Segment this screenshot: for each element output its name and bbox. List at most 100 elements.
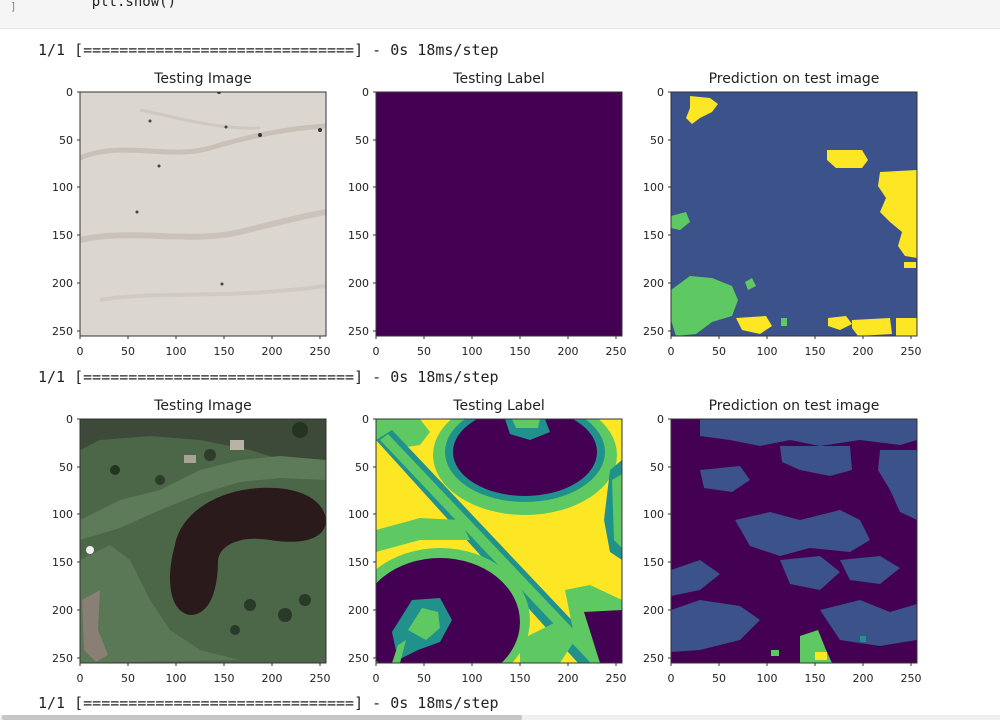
- x-tick: 150: [214, 672, 235, 685]
- x-tick: 50: [712, 345, 726, 358]
- y-tick: 0: [362, 413, 369, 426]
- axis-ticks: 0 50 100 150 200 250 0 50 100 150 200 25…: [643, 413, 922, 685]
- x-tick: 50: [121, 345, 135, 358]
- axis-ticks: 0 50 100 150 200 250 0 50 100 150 200 25…: [52, 86, 331, 358]
- panel-testing-label-1: Testing Label 0 50 100 150 200 250 0 50 …: [348, 71, 627, 358]
- prediction-image-1: [671, 92, 917, 336]
- x-tick: 100: [757, 672, 778, 685]
- y-tick: 250: [348, 325, 369, 338]
- x-tick: 100: [757, 345, 778, 358]
- y-tick: 0: [362, 86, 369, 99]
- y-tick: 50: [355, 461, 369, 474]
- x-tick: 150: [510, 345, 531, 358]
- panel-title: Testing Label: [452, 398, 544, 414]
- y-tick: 150: [643, 229, 664, 242]
- panel-testing-image-2: Testing Image 0 50 100: [52, 398, 331, 685]
- panel-prediction-1: Prediction on test image 0 50 100 150: [643, 71, 922, 358]
- x-tick: 0: [668, 345, 675, 358]
- y-tick: 0: [66, 86, 73, 99]
- x-tick: 50: [712, 672, 726, 685]
- y-tick: 50: [355, 134, 369, 147]
- golf-label-image: [376, 419, 622, 663]
- panel-title: Prediction on test image: [709, 398, 880, 414]
- y-tick: 200: [643, 604, 664, 617]
- x-tick: 250: [606, 672, 627, 685]
- y-tick: 200: [52, 604, 73, 617]
- y-tick: 150: [52, 229, 73, 242]
- panel-title: Testing Image: [153, 71, 252, 87]
- y-tick: 100: [348, 508, 369, 521]
- sand-image: [80, 92, 326, 336]
- x-tick: 0: [77, 672, 84, 685]
- y-tick: 100: [348, 181, 369, 194]
- y-tick: 50: [59, 461, 73, 474]
- x-tick: 150: [805, 672, 826, 685]
- y-tick: 0: [657, 413, 664, 426]
- panel-title: Testing Label: [452, 71, 544, 87]
- x-tick: 100: [462, 345, 483, 358]
- code-line: plt.show(): [58, 0, 177, 10]
- y-tick: 100: [52, 508, 73, 521]
- x-tick: 0: [668, 672, 675, 685]
- x-tick: 250: [901, 672, 922, 685]
- x-tick: 150: [510, 672, 531, 685]
- y-tick: 150: [52, 556, 73, 569]
- axis-ticks: 0 50 100 150 200 250 0 50 100 150 200 25…: [643, 86, 922, 358]
- x-tick: 100: [166, 672, 187, 685]
- y-tick: 150: [643, 556, 664, 569]
- panel-testing-label-2: Testing Label: [348, 398, 627, 685]
- axis-ticks: 0 50 100 150 200 250 0 50 100 150 200 25…: [52, 413, 331, 685]
- x-tick: 50: [417, 345, 431, 358]
- panel-testing-image-1: Testing Image 0 50 100 150 200 2: [52, 71, 331, 358]
- y-tick: 150: [348, 556, 369, 569]
- progress-line-2: 1/1 [==============================] - 0…: [38, 368, 499, 386]
- y-tick: 200: [348, 277, 369, 290]
- panel-prediction-2: Prediction on test image 0 50 100: [643, 398, 922, 685]
- y-tick: 100: [643, 508, 664, 521]
- y-tick: 100: [52, 181, 73, 194]
- y-tick: 0: [66, 413, 73, 426]
- x-tick: 250: [310, 345, 331, 358]
- y-tick: 250: [52, 652, 73, 665]
- y-tick: 50: [59, 134, 73, 147]
- progress-line-3: 1/1 [==============================] - 0…: [38, 694, 499, 712]
- x-tick: 200: [262, 672, 283, 685]
- panel-title: Prediction on test image: [709, 71, 880, 87]
- y-tick: 100: [643, 181, 664, 194]
- x-tick: 250: [606, 345, 627, 358]
- x-tick: 50: [121, 672, 135, 685]
- y-tick: 50: [650, 461, 664, 474]
- golf-image: [80, 419, 326, 663]
- prediction-image-2: [671, 419, 917, 663]
- cell-gutter: ]: [10, 0, 17, 13]
- y-tick: 250: [643, 652, 664, 665]
- y-tick: 200: [348, 604, 369, 617]
- x-tick: 100: [166, 345, 187, 358]
- axis-ticks: 0 50 100 150 200 250 0 50 100 150 200 25…: [348, 413, 627, 685]
- x-tick: 200: [558, 345, 579, 358]
- x-tick: 50: [417, 672, 431, 685]
- uniform-label-image: [376, 92, 622, 336]
- y-tick: 150: [348, 229, 369, 242]
- x-tick: 150: [805, 345, 826, 358]
- y-tick: 250: [348, 652, 369, 665]
- horizontal-scrollbar[interactable]: [0, 715, 1000, 720]
- y-tick: 250: [52, 325, 73, 338]
- x-tick: 100: [462, 672, 483, 685]
- y-tick: 250: [643, 325, 664, 338]
- axis-ticks: 0 50 100 150 200 250 0 50 100 150 200 25…: [348, 86, 627, 358]
- x-tick: 150: [214, 345, 235, 358]
- x-tick: 0: [77, 345, 84, 358]
- x-tick: 200: [262, 345, 283, 358]
- x-tick: 250: [901, 345, 922, 358]
- y-tick: 50: [650, 134, 664, 147]
- code-cell[interactable]: ] plt.show(): [0, 0, 1000, 29]
- x-tick: 0: [373, 672, 380, 685]
- x-tick: 200: [558, 672, 579, 685]
- y-tick: 200: [643, 277, 664, 290]
- scrollbar-thumb[interactable]: [2, 715, 522, 720]
- x-tick: 0: [373, 345, 380, 358]
- progress-line-1: 1/1 [==============================] - 0…: [38, 41, 499, 59]
- x-tick: 250: [310, 672, 331, 685]
- x-tick: 200: [853, 345, 874, 358]
